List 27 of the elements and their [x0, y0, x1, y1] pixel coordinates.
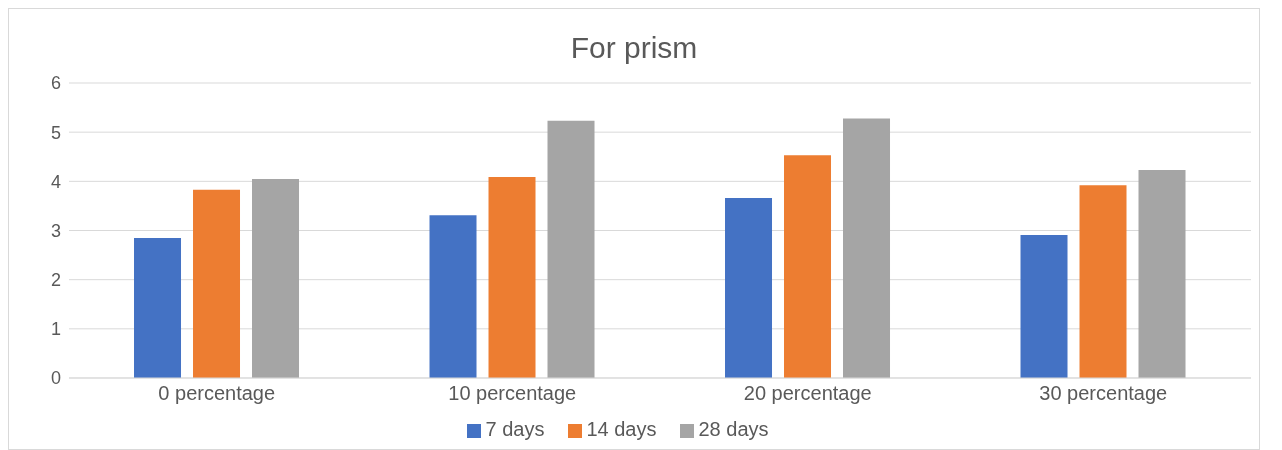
- y-tick-label: 2: [50, 270, 61, 291]
- legend-label: 14 days: [586, 418, 657, 440]
- y-tick-label: 1: [50, 319, 61, 340]
- bar: [488, 176, 536, 378]
- bar: [1079, 185, 1127, 378]
- bar: [1138, 170, 1186, 378]
- bar: [429, 215, 477, 378]
- bar: [784, 155, 832, 378]
- x-tick-label: 0 percentage: [158, 382, 276, 405]
- y-tick-label: 6: [50, 73, 61, 94]
- legend-label: 28 days: [698, 418, 769, 440]
- bar: [843, 118, 891, 378]
- bar: [193, 189, 241, 378]
- bar: [252, 178, 300, 378]
- y-tick-label: 4: [50, 171, 61, 192]
- x-tick-label: 10 percentage: [448, 382, 577, 405]
- bar: [547, 120, 595, 378]
- y-tick-label: 5: [50, 122, 61, 143]
- bar: [725, 198, 773, 378]
- chart-title: For prism: [569, 30, 699, 66]
- legend-label: 7 days: [485, 418, 545, 440]
- bar: [134, 237, 182, 378]
- x-tick-label: 20 percentage: [743, 382, 872, 405]
- y-tick-label: 3: [50, 220, 61, 241]
- bar: [1020, 234, 1068, 378]
- y-tick-label: 0: [50, 368, 61, 389]
- x-tick-label: 30 percentage: [1039, 382, 1168, 405]
